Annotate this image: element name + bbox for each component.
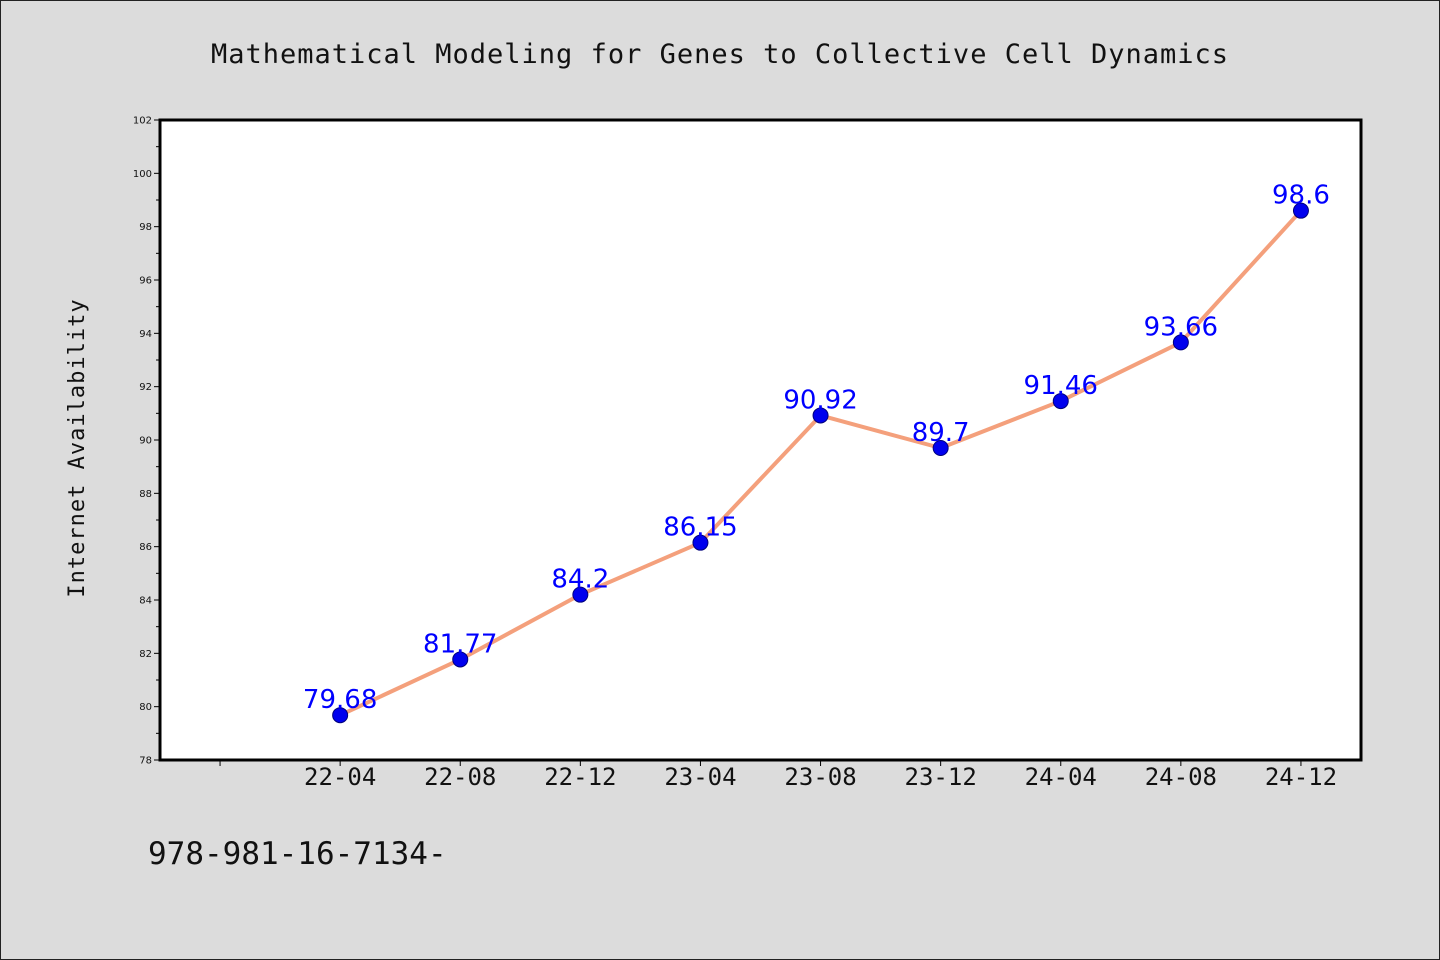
data-point (932, 440, 949, 456)
x-tick-label: 23-12 (905, 763, 977, 791)
footer-text: 978-981-16-7134- (148, 836, 447, 872)
series-layer (332, 202, 1309, 724)
data-label: 90.92 (783, 385, 857, 415)
y-tick-label: 90 (139, 436, 152, 447)
y-tick-label: 86 (139, 542, 152, 553)
data-labels: 79.68 81.77 84.2 86.15 90.92 89.7 91.46 93.66 98… (303, 181, 1330, 716)
y-tick-label: 102 (133, 116, 152, 127)
x-tick-label: 22-04 (304, 763, 376, 791)
x-tick-label: 23-04 (664, 763, 736, 791)
data-point (452, 651, 469, 668)
data-label: 81.77 (423, 629, 497, 659)
data-label: 98.6 (1272, 181, 1330, 211)
data-point (1052, 393, 1069, 410)
chart-title: Mathematical Modeling for Genes to Colle… (211, 39, 1229, 70)
data-point (812, 407, 829, 424)
y-tick-label: 82 (139, 649, 152, 660)
data-label: 89.7 (912, 418, 970, 448)
x-tick-label: 22-08 (424, 763, 496, 791)
y-tick-label: 80 (139, 702, 152, 713)
data-point (332, 707, 349, 724)
data-label: 86.15 (663, 513, 737, 543)
data-label: 79.68 (303, 685, 377, 715)
y-tick-label: 84 (139, 596, 152, 607)
y-tick-label: 88 (139, 489, 152, 500)
y-tick-label: 96 (139, 276, 152, 287)
data-label: 91.46 (1024, 371, 1098, 401)
data-point (572, 586, 589, 603)
data-point (692, 534, 709, 551)
y-tick-label: 94 (139, 329, 152, 340)
y-axis: 78 80 82 84 86 88 90 92 94 96 98 100 102 (133, 116, 160, 767)
plot-area (158, 118, 1363, 762)
y-tick-label: 78 (139, 756, 152, 767)
x-tick-label: 24-08 (1145, 763, 1217, 791)
x-tick-label: 24-04 (1025, 763, 1097, 791)
y-tick-label: 98 (139, 222, 152, 233)
x-tick-label: 23-08 (784, 763, 856, 791)
data-label: 84.2 (551, 565, 609, 595)
data-point (1172, 334, 1189, 351)
y-tick-label: 92 (139, 382, 152, 393)
data-point (1292, 202, 1309, 219)
x-axis: 22-04 22-08 22-12 23-04 23-08 23-12 24-04 24-08… (219, 760, 1337, 791)
y-axis-label: Internet Availability (65, 298, 90, 597)
y-tick-label: 100 (133, 169, 152, 180)
x-tick-label: 22-12 (544, 763, 616, 791)
x-tick-label: 24-12 (1265, 763, 1337, 791)
data-label: 93.66 (1144, 312, 1218, 342)
